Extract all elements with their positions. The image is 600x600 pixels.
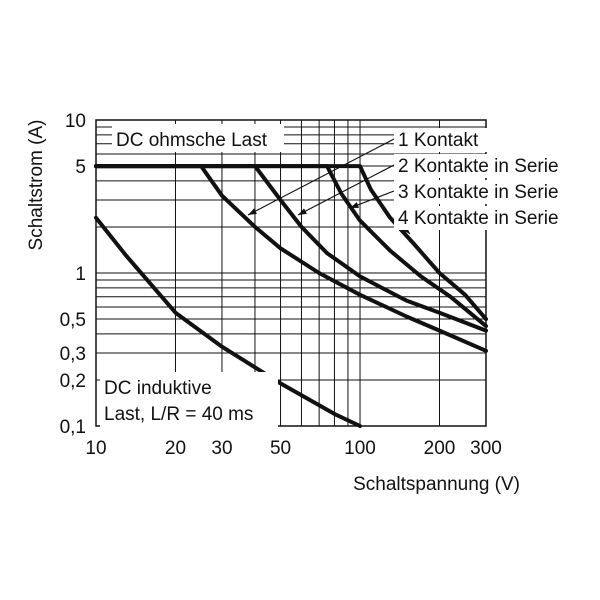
resistive-label-background bbox=[112, 124, 284, 152]
y-tick-label: 0,2 bbox=[60, 371, 86, 392]
legend: 1 Kontakt 2 Kontakte in Serie 3 Kontakte i… bbox=[394, 128, 580, 230]
legend-background bbox=[394, 206, 580, 230]
inductive-load-label-line2: Last, L/R = 40 ms bbox=[104, 404, 253, 425]
y-tick-label: 0,5 bbox=[60, 310, 86, 331]
x-tick-label: 100 bbox=[344, 438, 376, 459]
x-tick-label: 20 bbox=[165, 438, 186, 459]
y-tick-label: 5 bbox=[75, 157, 86, 178]
x-tick-label: 50 bbox=[270, 438, 291, 459]
y-tick-label: 0,1 bbox=[60, 417, 86, 438]
inductive-load-label-line1: DC induktive bbox=[104, 378, 212, 399]
resistive-load-label: DC ohmsche Last bbox=[116, 130, 268, 151]
curve-series-4 bbox=[94, 164, 488, 322]
x-tick-label: 200 bbox=[424, 438, 456, 459]
x-tick-label: 30 bbox=[211, 438, 232, 459]
plot-frame bbox=[95, 119, 487, 427]
y-tick-label: 1 bbox=[75, 264, 86, 285]
legend-background bbox=[394, 180, 580, 204]
legend-arrowhead bbox=[350, 202, 359, 208]
legend-arrowhead bbox=[248, 208, 257, 215]
curve-series-3 bbox=[94, 164, 488, 329]
legend-background bbox=[394, 154, 580, 178]
curve-series-2 bbox=[94, 164, 488, 333]
x-tick-label: 10 bbox=[85, 438, 106, 459]
legend-entry: 1 Kontakt bbox=[398, 130, 479, 151]
legend-background bbox=[394, 128, 580, 152]
y-tick-label: 0,3 bbox=[60, 344, 86, 365]
legend-entry: 2 Kontakte in Serie bbox=[398, 156, 559, 177]
y-tick-label: 10 bbox=[65, 111, 86, 132]
x-tick-label: 300 bbox=[470, 438, 502, 459]
legend-entry: 4 Kontakte in Serie bbox=[398, 208, 559, 229]
tick-labels: 10 20 30 50 100 200 300 0,1 0,2 0,3 0,5 1 5 10 bbox=[60, 111, 502, 459]
legend-entry: 3 Kontakte in Serie bbox=[398, 182, 559, 203]
legend-leader-line bbox=[247, 138, 395, 216]
inductive-label-background bbox=[100, 372, 278, 428]
y-axis-label: Schaltstrom (A) bbox=[26, 120, 47, 251]
legend-arrowhead bbox=[298, 208, 307, 215]
curves bbox=[94, 164, 488, 428]
x-axis-label: Schaltspannung (V) bbox=[353, 474, 520, 495]
curve-series-1 bbox=[94, 164, 488, 353]
legend-leader-line bbox=[297, 164, 395, 216]
curve-dc-inductive bbox=[94, 215, 362, 428]
